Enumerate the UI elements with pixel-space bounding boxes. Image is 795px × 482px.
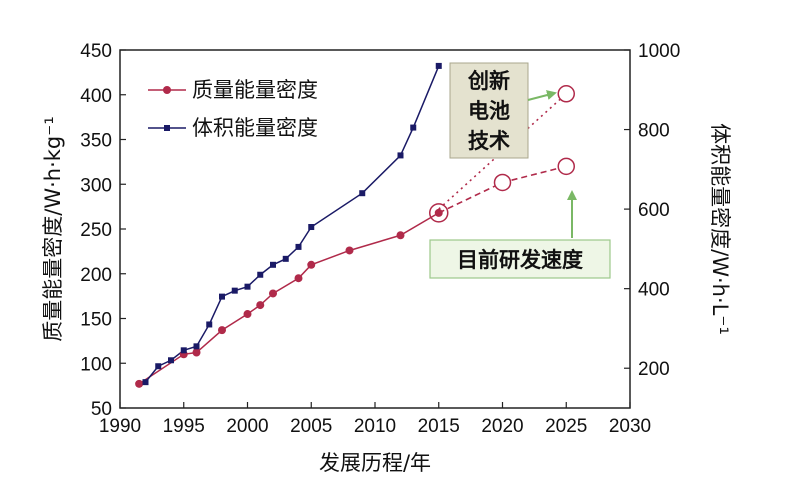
series-1-point-0 <box>142 379 149 386</box>
projection-0-point-1 <box>493 173 512 192</box>
series-1-point-17 <box>435 62 442 69</box>
series-1-point-2 <box>168 357 174 364</box>
series-points <box>135 62 575 388</box>
series-1-point-10 <box>270 261 276 268</box>
y-left-tick-label-7: 400 <box>80 86 112 107</box>
series-0-point-0 <box>135 379 144 388</box>
legend-label-volume: 体积能量密度 <box>192 116 318 140</box>
series-1-point-3 <box>180 347 187 354</box>
series-0-point-10 <box>396 231 405 240</box>
x-tick-label-1: 1995 <box>163 416 205 437</box>
series-0-point-5 <box>256 301 265 310</box>
y-right-tick-label-1: 400 <box>638 280 670 301</box>
x-tick-label-7: 2025 <box>545 416 587 437</box>
y-right-tick-label-0: 200 <box>638 359 670 380</box>
y-left-tick-label-5: 300 <box>80 175 112 196</box>
x-tick-label-6: 2020 <box>481 416 523 437</box>
annotation-current-speed-text: 目前研发速度 <box>457 248 583 272</box>
y-left-axis-label: 质量能量密度/W·h·kg⁻¹ <box>41 116 65 342</box>
series-1-point-16 <box>410 124 417 131</box>
projection-1-point-1 <box>557 85 575 103</box>
legend-label-mass: 质量能量密度 <box>192 78 318 102</box>
y-left-tick-label-6: 350 <box>80 131 112 152</box>
series-0-point-8 <box>307 260 316 269</box>
y-left-tick-label-8: 450 <box>80 41 112 62</box>
y-right-axis-label: 体积能量密度/W·h·L⁻¹ <box>708 123 732 335</box>
projection-0-point-2 <box>557 157 575 176</box>
x-tick-label-2: 2000 <box>226 416 268 437</box>
series-0-point-11 <box>434 208 443 217</box>
y-left-tick-label-0: 50 <box>91 399 112 420</box>
series-0-point-6 <box>269 289 277 298</box>
annotation-innovation-line-1: 创新 <box>467 69 510 93</box>
ticks: 1990 1995 2000 2005 2010 2015 2020 2025 2030 50 10… <box>80 41 680 437</box>
y-left-tick-label-4: 250 <box>80 220 112 241</box>
annotation-current-speed-box <box>429 239 611 279</box>
series-1-point-15 <box>397 152 404 159</box>
y-right-tick-label-2: 600 <box>638 200 670 221</box>
y-left-tick-label-1: 100 <box>80 354 112 375</box>
legend: 质量能量密度 体积能量密度 <box>148 78 318 140</box>
x-tick-label-4: 2010 <box>354 416 396 437</box>
annotation-innovation-arrow <box>527 90 557 101</box>
annotation-innovation-box <box>449 62 529 159</box>
series-1-point-13 <box>308 224 315 231</box>
series-1-point-8 <box>244 283 251 290</box>
series-1-point-14 <box>359 190 366 197</box>
series-1-point-6 <box>219 293 225 300</box>
x-tick-label-8: 2030 <box>609 416 651 437</box>
y-right-tick-label-4: 1000 <box>638 41 680 62</box>
legend-marker-volume <box>164 125 170 131</box>
series-line-1 <box>144 65 440 383</box>
x-tick-label-0: 1990 <box>99 416 141 437</box>
series-1-point-9 <box>257 271 264 278</box>
series-0-point-4 <box>243 310 252 319</box>
y-left-tick-label-3: 200 <box>80 265 112 286</box>
series-0-point-3 <box>218 326 226 335</box>
y-left-tick-label-2: 150 <box>80 310 112 331</box>
x-axis-label: 发展历程/年 <box>319 451 431 475</box>
series-0-point-7 <box>294 274 303 283</box>
legend-marker-mass <box>163 86 171 94</box>
annotation-innovation: 创新 电池 技术 <box>449 62 557 159</box>
y-right-tick-label-3: 800 <box>638 121 670 142</box>
series-1-point-11 <box>282 255 289 262</box>
projection-0-start-ring <box>429 203 449 223</box>
series-1-point-7 <box>231 287 238 294</box>
series-1-point-4 <box>193 343 200 350</box>
annotation-current-speed: 目前研发速度 <box>429 190 611 279</box>
x-tick-label-3: 2005 <box>290 416 332 437</box>
x-tick-label-5: 2015 <box>418 416 460 437</box>
annotation-innovation-line-3: 技术 <box>468 129 510 153</box>
series-1-point-1 <box>155 363 162 370</box>
series-0-point-9 <box>345 246 354 255</box>
series-1-point-5 <box>206 321 213 328</box>
series-0-point-2 <box>192 348 201 357</box>
annotation-innovation-line-2: 电池 <box>468 99 510 123</box>
series-1-point-12 <box>295 243 302 250</box>
